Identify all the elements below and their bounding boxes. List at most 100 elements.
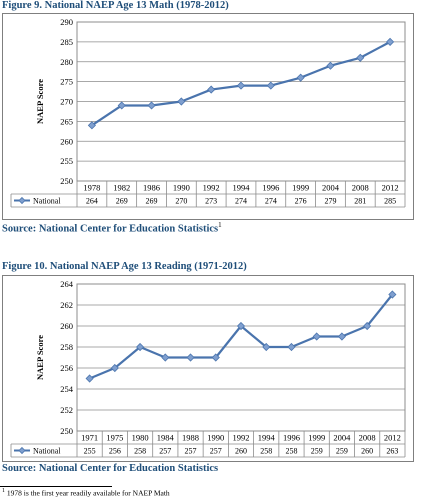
fig10-y-tick-label: 254 (60, 384, 74, 394)
fig10-series-line (89, 293, 394, 380)
fig9-table-value: 269 (116, 197, 128, 206)
fig10-x-tick-label: 1992 (233, 433, 250, 443)
fig9-data-point (386, 37, 395, 46)
fig9-data-point (266, 81, 275, 90)
fig9-data-point (177, 97, 186, 106)
fig9-table-value: 270 (175, 197, 187, 206)
fig9-x-tick-label: 1992 (203, 183, 220, 193)
fig10-data-point (136, 342, 145, 352)
fig10-x-tick-label: 1994 (258, 433, 276, 443)
fig10-x-tick-label: 1980 (132, 433, 149, 443)
fig9-x-tick-label: 1978 (83, 183, 100, 193)
fig10-y-tick-label: 258 (60, 342, 73, 352)
fig10-y-axis-label: NAEP Score (35, 335, 45, 380)
fig10-data-point (211, 353, 220, 362)
footnote: 1 1978 is the first year readily availab… (2, 488, 170, 498)
fig9-y-tick-label: 285 (60, 37, 73, 47)
fig10-data-point (110, 363, 119, 373)
fig9-data-point (236, 81, 246, 90)
fig9-data-point (87, 121, 96, 130)
fig10-data-point (337, 332, 346, 341)
figure-9-source: Source: National Center for Education St… (2, 221, 222, 235)
fig9-x-tick-label: 1996 (262, 183, 279, 193)
fig10-table-value: 263 (386, 447, 398, 456)
fig9-x-tick-label: 1994 (233, 183, 251, 193)
figure-10-source: Source: National Center for Education St… (2, 463, 219, 474)
fig10-table-value: 255 (84, 447, 96, 456)
fig10-x-tick-label: 2004 (333, 433, 351, 443)
fig9-x-tick-label: 1986 (143, 183, 160, 193)
figure-9-source-footnote-marker: 1 (218, 221, 222, 229)
fig9-data-point (326, 61, 335, 70)
footnote-text: 1978 is the first year readily available… (6, 488, 170, 498)
fig9-table-value: 276 (295, 197, 307, 206)
fig10-table-value: 257 (159, 447, 171, 456)
fig10-x-tick-label: 1990 (207, 433, 224, 443)
fig10-data-point (363, 321, 372, 331)
fig9-table-value: 279 (324, 197, 336, 206)
fig10-x-tick-label: 1984 (157, 433, 175, 443)
figure-10-chart: 250 252 254 256 258 260 262 264 NAEP Score 1971 19… (2, 275, 414, 462)
fig9-y-tick-label: 250 (60, 176, 73, 186)
fig10-y-tick-label: 264 (60, 279, 74, 289)
fig10-table-value: 258 (134, 447, 146, 456)
fig9-table-value: 273 (205, 197, 217, 206)
fig9-data-point (147, 101, 156, 110)
fig10-x-tick-label: 1999 (308, 433, 325, 443)
fig9-x-tick-label: 2008 (352, 183, 369, 193)
fig10-data-point (388, 290, 397, 299)
figure-9-chart: 250 255 260 265 270 275 280 285 290 NAEP Score 197… (2, 13, 414, 220)
fig10-data-point (262, 342, 271, 352)
fig9-table-value: 269 (146, 197, 158, 206)
footnote-rule (0, 486, 112, 487)
fig10-table-value: 258 (285, 447, 297, 456)
fig10-x-tick-label: 1996 (283, 433, 300, 443)
fig10-x-tick-label: 2008 (359, 433, 376, 443)
fig9-y-tick-label: 260 (60, 136, 73, 146)
fig10-x-tick-label: 2012 (384, 433, 401, 443)
fig10-table-value: 258 (260, 447, 272, 456)
fig10-y-tick-label: 262 (60, 300, 73, 310)
fig10-table-value: 257 (210, 447, 222, 456)
fig9-table-value: 274 (235, 197, 247, 206)
fig10-x-tick-label: 1975 (106, 433, 123, 443)
fig9-x-tick-label: 1982 (113, 183, 130, 193)
fig10-y-tick-label: 250 (60, 426, 73, 436)
fig10-y-tick-label: 252 (60, 405, 73, 415)
fig9-data-point (296, 73, 305, 82)
fig9-x-tick-label: 2004 (322, 183, 340, 193)
fig9-legend-label: National (33, 197, 61, 206)
figure-9-svg: 250 255 260 265 270 275 280 285 290 NAEP Score 197… (10, 17, 406, 208)
figure-9-title: Figure 9. National NAEP Age 13 Math (197… (2, 0, 229, 11)
fig9-table-value: 264 (86, 197, 98, 206)
figure-10-svg: 250 252 254 256 258 260 262 264 NAEP Score 1971 19… (10, 279, 406, 458)
fig10-x-tick-label: 1971 (81, 433, 98, 443)
fig10-data-point (312, 332, 321, 341)
fig9-y-tick-label: 255 (60, 156, 73, 166)
fig10-y-tick-label: 260 (60, 321, 73, 331)
fig9-x-tick-label: 2012 (382, 183, 399, 193)
fig9-table-value: 285 (384, 197, 396, 206)
fig10-y-tick-label: 256 (60, 363, 73, 373)
fig9-y-tick-label: 290 (60, 17, 73, 27)
fig9-x-tick-label: 1999 (292, 183, 309, 193)
fig10-table-value: 260 (235, 447, 247, 456)
fig10-data-point (287, 342, 296, 352)
fig9-data-point (207, 85, 216, 94)
fig9-table-value: 274 (265, 197, 277, 206)
fig10-table-value: 260 (361, 447, 373, 456)
fig9-legend-marker (18, 196, 26, 205)
fig10-legend-marker (18, 446, 26, 455)
fig9-data-point (356, 53, 365, 62)
fig10-table-value: 257 (185, 447, 197, 456)
fig9-y-tick-label: 265 (60, 116, 73, 126)
fig9-x-tick-label: 1990 (173, 183, 190, 193)
fig10-x-tick-label: 1988 (182, 433, 199, 443)
fig9-table-value: 281 (354, 197, 366, 206)
fig10-table-value: 259 (311, 447, 323, 456)
fig10-table-value: 256 (109, 447, 121, 456)
fig10-data-point (186, 353, 195, 362)
fig10-data-point (236, 321, 246, 331)
fig9-data-point (117, 101, 126, 110)
fig9-y-tick-label: 280 (60, 57, 73, 67)
